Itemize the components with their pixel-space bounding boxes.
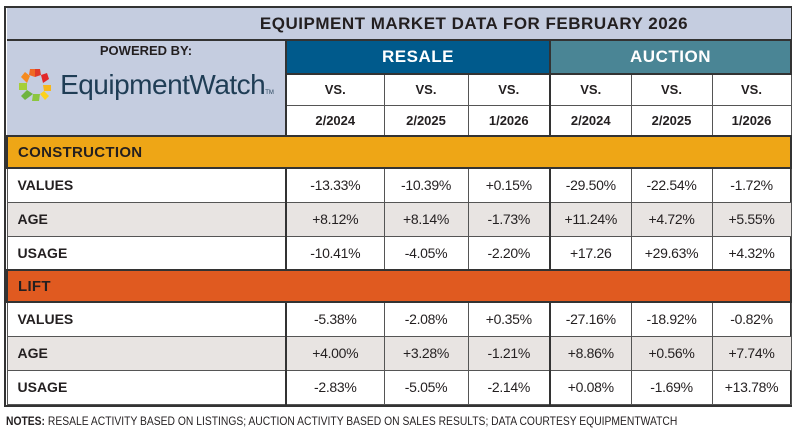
table-row: USAGE -10.41% -4.05% -2.20% +17.26 +29.63% +4.… bbox=[6, 235, 792, 271]
gear-icon bbox=[19, 69, 52, 101]
logo-area: POWERED BY: bbox=[7, 40, 287, 136]
column-vs-label: VS. bbox=[467, 73, 551, 106]
section-header-construction: CONSTRUCTION bbox=[5, 135, 793, 169]
row-label: AGE bbox=[6, 335, 287, 371]
notes: NOTES: RESALE ACTIVITY BASED ON LISTINGS… bbox=[6, 414, 677, 428]
column-vs-label: VS. bbox=[630, 73, 713, 106]
table-cell: -5.05% bbox=[383, 369, 469, 405]
table-cell: +7.74% bbox=[711, 335, 792, 371]
table-cell: -1.21% bbox=[467, 335, 551, 371]
column-vs-label: VS. bbox=[549, 73, 632, 106]
table-cell: -29.50% bbox=[549, 167, 632, 203]
section-header-lift: LIFT bbox=[5, 269, 793, 303]
column-date-label: 2/2024 bbox=[549, 104, 632, 137]
table-cell: -22.54% bbox=[630, 167, 713, 203]
table-cell: +3.28% bbox=[383, 335, 469, 371]
table-cell: +0.15% bbox=[467, 167, 551, 203]
row-label: VALUES bbox=[6, 167, 287, 203]
row-label: VALUES bbox=[6, 301, 287, 337]
column-date-label: 2/2025 bbox=[383, 104, 469, 137]
column-vs-label: VS. bbox=[383, 73, 469, 106]
table-cell: +8.14% bbox=[383, 201, 469, 237]
table-cell: +11.24% bbox=[549, 201, 632, 237]
equipmentwatch-logo: EquipmentWatch TM bbox=[7, 68, 285, 102]
group-auction: AUCTION bbox=[548, 39, 793, 75]
table-cell: +17.26 bbox=[549, 235, 632, 271]
table-row: AGE +8.12% +8.14% -1.73% +11.24% +4.72% +5.55% bbox=[6, 201, 792, 237]
table-cell: +8.86% bbox=[549, 335, 632, 371]
table-cell: +0.08% bbox=[549, 369, 632, 405]
table-cell: +5.55% bbox=[711, 201, 792, 237]
column-date-label: 2/2024 bbox=[285, 104, 385, 137]
table-cell: -1.69% bbox=[630, 369, 713, 405]
row-label: USAGE bbox=[6, 235, 287, 271]
table-cell: -18.92% bbox=[630, 301, 713, 337]
trademark: TM bbox=[265, 90, 274, 96]
table-cell: +29.63% bbox=[630, 235, 713, 271]
table-cell: -2.08% bbox=[383, 301, 469, 337]
powered-by-label: POWERED BY: bbox=[99, 43, 193, 58]
table-cell: -13.33% bbox=[285, 167, 385, 203]
table-cell: -10.41% bbox=[285, 235, 385, 271]
table-cell: -2.20% bbox=[467, 235, 551, 271]
table-cell: +4.72% bbox=[630, 201, 713, 237]
table-cell: -4.05% bbox=[383, 235, 469, 271]
table-row: VALUES -13.33% -10.39% +0.15% -29.50% -22.54%… bbox=[6, 167, 792, 203]
table-cell: -2.14% bbox=[467, 369, 551, 405]
table-cell: -1.72% bbox=[711, 167, 792, 203]
table-cell: +13.78% bbox=[711, 369, 792, 405]
table-cell: -5.38% bbox=[285, 301, 385, 337]
market-data-table: EQUIPMENT MARKET DATA FOR FEBRUARY 2026 … bbox=[4, 6, 793, 407]
table-cell: -10.39% bbox=[383, 167, 469, 203]
table-cell: -27.16% bbox=[549, 301, 632, 337]
column-vs-label: VS. bbox=[285, 73, 385, 106]
column-date-label: 1/2026 bbox=[711, 104, 792, 137]
table-cell: -2.83% bbox=[285, 369, 385, 405]
table-cell: +0.35% bbox=[467, 301, 551, 337]
table-cell: -1.73% bbox=[467, 201, 551, 237]
notes-label: NOTES: bbox=[6, 414, 45, 428]
row-label: USAGE bbox=[6, 369, 287, 405]
table-row: VALUES -5.38% -2.08% +0.35% -27.16% -18.92% -0… bbox=[6, 301, 792, 337]
table-title: EQUIPMENT MARKET DATA FOR FEBRUARY 2026 bbox=[7, 8, 792, 41]
column-date-label: 1/2026 bbox=[467, 104, 551, 137]
notes-text: RESALE ACTIVITY BASED ON LISTINGS; AUCTI… bbox=[44, 414, 678, 428]
table-row: USAGE -2.83% -5.05% -2.14% +0.08% -1.69% +13.7… bbox=[6, 369, 792, 405]
row-label: AGE bbox=[6, 201, 287, 237]
column-vs-label: VS. bbox=[711, 73, 792, 106]
logo-text: EquipmentWatch bbox=[60, 69, 266, 100]
table-cell: -0.82% bbox=[711, 301, 792, 337]
table-cell: +4.00% bbox=[285, 335, 385, 371]
table-cell: +0.56% bbox=[630, 335, 713, 371]
table-row: AGE +4.00% +3.28% -1.21% +8.86% +0.56% +7.74% bbox=[6, 335, 792, 371]
column-date-label: 2/2025 bbox=[630, 104, 713, 137]
table-cell: +4.32% bbox=[711, 235, 792, 271]
group-resale: RESALE bbox=[285, 39, 551, 75]
table-cell: +8.12% bbox=[285, 201, 385, 237]
